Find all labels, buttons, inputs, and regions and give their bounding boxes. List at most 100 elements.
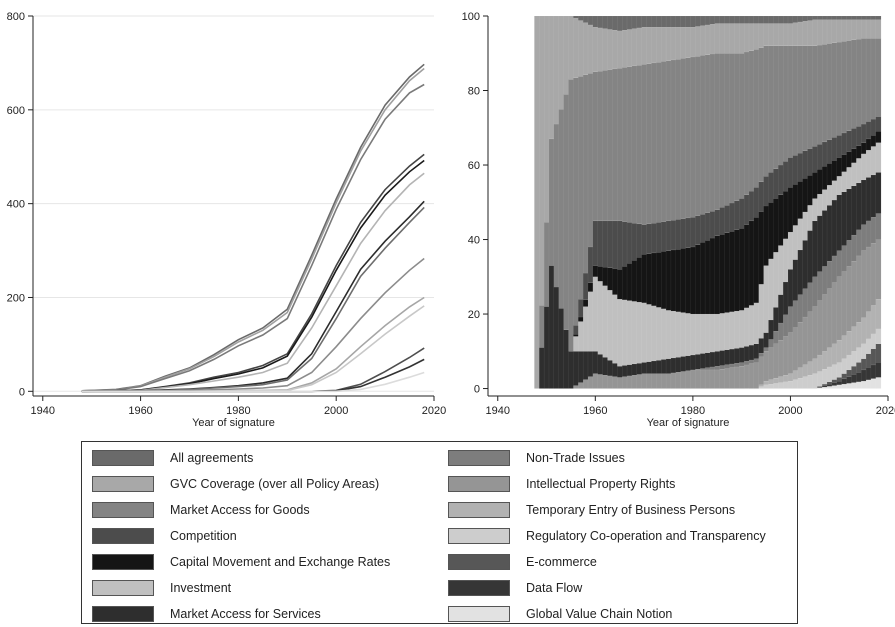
- area-segment: [812, 198, 818, 222]
- area-segment: [782, 381, 789, 389]
- area-segment: [865, 367, 872, 381]
- area-segment: [612, 220, 618, 269]
- area-segment: [768, 172, 774, 203]
- area-segment: [695, 369, 701, 389]
- area-segment: [665, 27, 672, 61]
- area-segment: [870, 378, 877, 389]
- area-segment: [817, 144, 823, 170]
- area-segment: [817, 44, 823, 145]
- area-segment: [597, 266, 604, 282]
- area-segment: [807, 361, 813, 376]
- area-segment: [831, 160, 838, 181]
- area-segment: [836, 41, 843, 136]
- area-segment: [831, 379, 838, 383]
- y-tick-label: 600: [7, 105, 25, 117]
- area-segment: [690, 246, 696, 315]
- area-segment: [875, 116, 882, 132]
- area-segment: [841, 191, 848, 246]
- area-segment: [856, 145, 862, 159]
- area-segment: [578, 15, 584, 21]
- area-segment: [773, 198, 779, 253]
- area-segment: [797, 21, 804, 46]
- area-segment: [685, 27, 691, 58]
- area-segment: [865, 19, 872, 39]
- year-column: [812, 15, 818, 389]
- area-segment: [822, 141, 828, 167]
- area-segment: [875, 15, 882, 20]
- area-segment: [739, 310, 745, 348]
- year-column: [626, 15, 633, 389]
- area-segment: [602, 285, 609, 358]
- area-segment: [861, 153, 867, 181]
- area-segment: [865, 138, 872, 151]
- year-column: [875, 15, 882, 389]
- area-segment: [734, 348, 740, 364]
- year-column: [743, 15, 750, 389]
- x-axis-label: Year of signature: [647, 417, 730, 429]
- area-segment: [709, 24, 716, 55]
- area-segment: [773, 331, 779, 344]
- area-segment: [851, 234, 857, 262]
- area-segment: [680, 58, 687, 219]
- area-segment: [714, 209, 721, 236]
- year-column: [558, 15, 565, 389]
- area-segment: [748, 220, 755, 306]
- year-column: [700, 15, 706, 389]
- area-segment: [748, 363, 755, 389]
- area-segment: [797, 367, 804, 379]
- area-segment: [739, 198, 745, 229]
- area-segment: [782, 374, 789, 383]
- area-segment: [553, 123, 560, 288]
- area-segment: [592, 71, 599, 222]
- area-segment: [763, 265, 770, 333]
- area-segment: [656, 307, 662, 361]
- area-segment: [768, 347, 774, 380]
- area-segment: [700, 353, 706, 369]
- area-segment: [758, 15, 765, 24]
- area-segment: [651, 222, 657, 254]
- area-segment: [865, 149, 872, 178]
- area-segment: [592, 15, 599, 28]
- area-segment: [846, 19, 852, 41]
- area-segment: [602, 266, 609, 286]
- x-axis-label: Year of signature: [192, 417, 275, 429]
- area-segment: [831, 180, 838, 201]
- x-tick-label: 1980: [681, 405, 705, 417]
- stacked-area-chart: 0 20 40 60 80 100 1940 1960 1980 2000 2020 Year of …: [462, 11, 895, 429]
- area-segment: [597, 220, 604, 267]
- area-segment: [870, 333, 877, 349]
- area-segment: [875, 172, 882, 214]
- area-segment: [587, 282, 594, 292]
- legend-item: All agreements: [92, 448, 253, 468]
- area-segment: [661, 27, 667, 62]
- area-segment: [846, 369, 852, 377]
- area-segment: [636, 301, 643, 364]
- area-segment: [656, 373, 662, 389]
- area-segment: [592, 373, 599, 389]
- area-segment: [836, 380, 843, 385]
- area-segment: [651, 360, 657, 374]
- legend-label: All agreements: [170, 451, 254, 465]
- area-segment: [822, 15, 828, 20]
- area-segment: [568, 79, 574, 352]
- area-segment: [622, 365, 628, 377]
- area-segment: [861, 224, 867, 251]
- area-segment: [787, 231, 794, 270]
- year-column: [709, 15, 716, 389]
- year-column: [641, 15, 648, 389]
- area-segment: [851, 39, 857, 129]
- area-segment: [626, 364, 633, 377]
- area-segment: [539, 15, 545, 306]
- area-segment: [851, 128, 857, 149]
- area-segment: [636, 257, 643, 303]
- area-segment: [704, 352, 711, 368]
- area-segment: [748, 190, 755, 222]
- area-segment: [665, 15, 672, 28]
- area-segment: [831, 199, 838, 257]
- area-segment: [548, 265, 555, 389]
- year-column: [856, 15, 862, 389]
- area-segment: [607, 290, 613, 361]
- area-segment: [617, 298, 623, 367]
- area-segment: [870, 19, 877, 39]
- area-segment: [851, 19, 857, 41]
